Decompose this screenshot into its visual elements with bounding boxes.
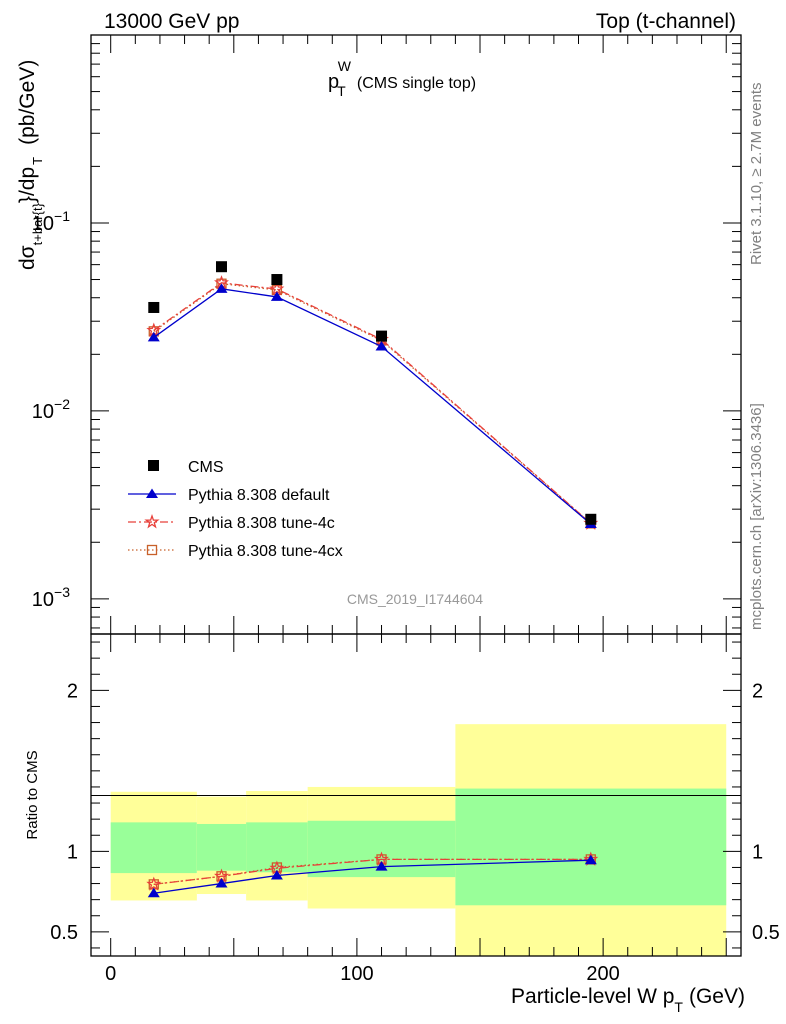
main-point-2-0 bbox=[147, 331, 160, 342]
title-sub: T bbox=[337, 83, 346, 99]
legend-marker-tune4c bbox=[144, 513, 160, 529]
ratio-axis-ticks: 2 2 1 1 0.5 0.5 0 100 200 bbox=[50, 634, 780, 985]
ratio-point-2-2 bbox=[270, 870, 283, 880]
band-1sigma-2 bbox=[246, 822, 308, 873]
main-ylabel: dσt+bar{t}}/dp T (pb/GeV) bbox=[16, 60, 45, 270]
y-tick-base: 10 bbox=[32, 401, 54, 423]
ylabel-post: (pb/GeV) bbox=[16, 60, 39, 145]
legend-marker-default bbox=[146, 488, 158, 498]
ratio-point-2-3 bbox=[375, 861, 388, 871]
title-sup: W bbox=[338, 58, 352, 74]
band-1sigma-1 bbox=[196, 823, 247, 871]
main-line-1 bbox=[153, 282, 592, 524]
x-tick-label-1: 100 bbox=[340, 963, 373, 985]
header-left: 13000 GeV pp bbox=[104, 10, 239, 33]
ratio-y-tick-label-left-1: 1 bbox=[67, 841, 78, 863]
legend-label-tune4c: Pythia 8.308 tune-4c bbox=[188, 515, 335, 532]
header-right: Top (t-channel) bbox=[596, 10, 736, 33]
y-tick-base: 10 bbox=[32, 589, 54, 611]
ylabel-mid: }/dp bbox=[16, 167, 39, 203]
main-point-2-3 bbox=[375, 341, 388, 351]
y-tick-base: 10 bbox=[32, 213, 54, 235]
plot-title: pTW (CMS single top) bbox=[328, 58, 476, 99]
y-tick-exp: −1 bbox=[54, 208, 70, 224]
y-tick-label-0: 10−1 bbox=[32, 208, 70, 235]
ratio-plot-frame bbox=[90, 633, 742, 957]
analysis-watermark: CMS_2019_I1744604 bbox=[347, 591, 483, 607]
xlabel-post: (GeV) bbox=[689, 985, 745, 1008]
legend-label-cms: CMS bbox=[188, 459, 224, 476]
y-tick-label-1: 10−2 bbox=[32, 396, 70, 423]
rivet-label: Rivet 3.1.10, ≥ 2.7M events bbox=[748, 83, 765, 266]
main-point-3-4 bbox=[585, 513, 597, 525]
legend-label-default: Pythia 8.308 default bbox=[188, 487, 330, 504]
legend: CMS Pythia 8.308 default Pythia 8.308 tu… bbox=[128, 459, 343, 560]
x-tick-label-2: 200 bbox=[586, 963, 619, 985]
main-series-layer bbox=[146, 261, 599, 530]
ratio-point-2-1 bbox=[215, 878, 228, 888]
y-tick-exp: −2 bbox=[54, 396, 70, 412]
x-tick-label-0: 0 bbox=[105, 963, 116, 985]
band-1sigma-4 bbox=[455, 788, 727, 906]
main-axis-ticks: 10−110−210−3 bbox=[32, 34, 741, 634]
main-point-2-1 bbox=[215, 283, 228, 293]
ratio-line-1 bbox=[153, 858, 591, 886]
ratio-y-tick-label-left-2: 0.5 bbox=[50, 922, 78, 944]
title-main: p bbox=[328, 71, 339, 93]
xlabel-pre: Particle-level W p bbox=[511, 985, 674, 1008]
ratio-y-tick-label-left-0: 2 bbox=[67, 680, 78, 702]
main-point-3-0 bbox=[148, 301, 160, 313]
ratio-uncertainty-bands bbox=[110, 724, 727, 956]
main-point-3-1 bbox=[215, 261, 227, 273]
ylabel-sub1: t+bar{t} bbox=[30, 202, 45, 245]
ratio-point-1-0 bbox=[146, 876, 162, 891]
legend-label-tune4cx: Pythia 8.308 tune-4cx bbox=[188, 543, 343, 560]
ylabel-pre: dσ bbox=[16, 245, 39, 270]
main-point-3-3 bbox=[376, 330, 388, 342]
y-tick-exp: −3 bbox=[54, 584, 70, 600]
ratio-y-tick-label-right-0: 2 bbox=[752, 680, 763, 702]
ratio-line-0 bbox=[153, 858, 591, 886]
mcplots-label: mcplots.cern.ch [arXiv:1306.3436] bbox=[748, 403, 765, 630]
legend-marker-tune4cx bbox=[146, 544, 158, 556]
ratio-y-tick-label-right-1: 1 bbox=[752, 841, 763, 863]
band-1sigma-0 bbox=[110, 822, 197, 874]
ratio-point-2-4 bbox=[584, 854, 597, 865]
y-tick-label-2: 10−3 bbox=[32, 584, 70, 611]
xlabel-sub: T bbox=[674, 999, 683, 1015]
x-axis-label: Particle-level W pT (GeV) bbox=[511, 985, 745, 1015]
ylabel-sub2: T bbox=[30, 157, 45, 165]
ratio-series-layer bbox=[146, 851, 599, 898]
legend-marker-cms bbox=[148, 460, 159, 471]
ratio-y-tick-label-right-2: 0.5 bbox=[752, 922, 780, 944]
main-point-3-2 bbox=[271, 274, 283, 286]
main-point-2-2 bbox=[270, 291, 283, 301]
ratio-point-2-0 bbox=[147, 887, 160, 898]
ratio-ylabel: Ratio to CMS bbox=[24, 750, 41, 839]
title-note: (CMS single top) bbox=[357, 75, 476, 92]
